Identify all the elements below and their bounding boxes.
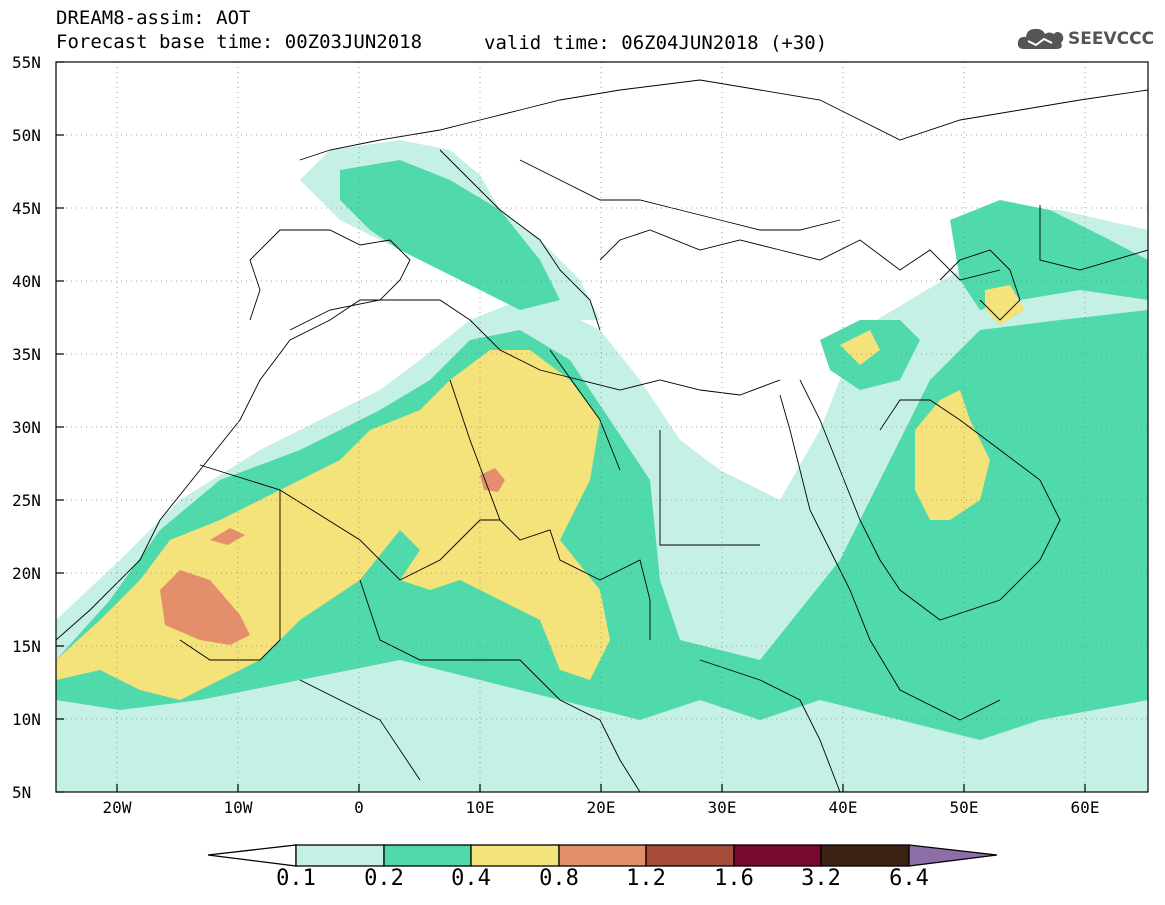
lon-label: 0 bbox=[354, 798, 364, 817]
colorbar-label: 6.4 bbox=[889, 866, 929, 891]
forecast-base-time: Forecast base time: 00Z03JUN2018 bbox=[56, 31, 423, 53]
colorbar-label: 1.2 bbox=[626, 866, 666, 891]
lon-label: 10W bbox=[223, 798, 253, 817]
aot-band-0.8 bbox=[160, 468, 505, 645]
cloud-icon bbox=[1017, 28, 1064, 49]
lon-label: 20E bbox=[586, 798, 616, 817]
logo-text: SEEVCCC bbox=[1068, 29, 1155, 49]
lat-label: 20N bbox=[12, 564, 41, 583]
lat-label: 55N bbox=[12, 53, 41, 72]
lon-label: 30E bbox=[707, 798, 737, 817]
lat-label: 35N bbox=[12, 345, 41, 364]
colorbar-label: 0.1 bbox=[276, 866, 316, 891]
lat-label: 10N bbox=[12, 710, 41, 729]
map-title: DREAM8-assim: AOT bbox=[56, 7, 251, 29]
valid-time: valid time: 06Z04JUN2018 (+30) bbox=[484, 32, 828, 54]
lat-label: 45N bbox=[12, 199, 41, 218]
lon-label: 60E bbox=[1070, 798, 1100, 817]
lon-label: 10E bbox=[465, 798, 495, 817]
lon-label: 20W bbox=[102, 798, 132, 817]
colorbar-label: 0.8 bbox=[539, 866, 579, 891]
lat-label: 30N bbox=[12, 418, 41, 437]
lat-label: 15N bbox=[12, 637, 41, 656]
seevccc-logo: SEEVCCC bbox=[1016, 24, 1154, 54]
lat-label: 5N bbox=[12, 783, 32, 802]
colorbar-label: 0.2 bbox=[364, 866, 404, 891]
graticule bbox=[56, 62, 1148, 792]
lat-label: 40N bbox=[12, 272, 41, 291]
axis-ticks bbox=[56, 61, 1086, 793]
colorbar-label: 1.6 bbox=[714, 866, 754, 891]
lat-label: 50N bbox=[12, 126, 41, 145]
lon-label: 40E bbox=[828, 798, 858, 817]
coastlines-borders bbox=[56, 79, 1148, 792]
colorbar-label: 0.4 bbox=[451, 866, 491, 891]
colorbar-label: 3.2 bbox=[801, 866, 841, 891]
aot-band-0.2 bbox=[56, 160, 1148, 740]
lat-label: 25N bbox=[12, 491, 41, 510]
lon-label: 50E bbox=[949, 798, 979, 817]
